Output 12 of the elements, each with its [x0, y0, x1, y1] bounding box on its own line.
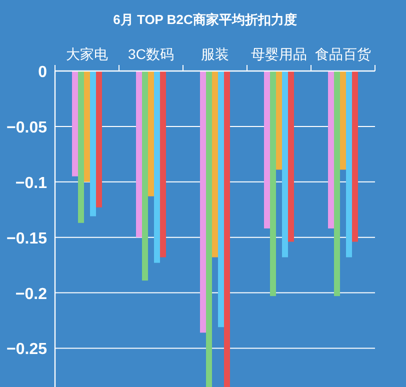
x-tick-label: 母婴用品: [251, 46, 307, 62]
x-tick-label: 大家电: [66, 46, 108, 62]
x-tick-label: 服装: [201, 46, 229, 62]
x-tick-label: 3C数码: [128, 46, 174, 62]
y-tick-label: −0.1: [15, 174, 48, 192]
y-tick-label: −0.25: [6, 341, 48, 358]
x-tick-label: 食品百货: [315, 46, 371, 62]
chart-title: 6月 TOP B2C商家平均折扣力度: [113, 12, 297, 27]
y-tick-label: −0.15: [6, 230, 48, 248]
y-tick-label: −0.05: [6, 119, 48, 136]
y-tick-label: 0: [38, 64, 48, 81]
y-tick-label: −0.2: [15, 286, 48, 303]
